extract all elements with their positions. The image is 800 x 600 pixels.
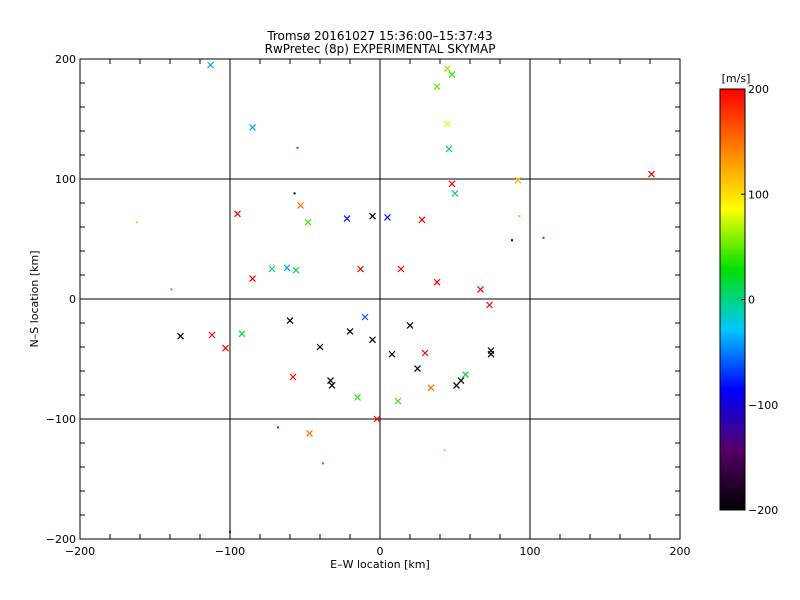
colorbar-tick-label: 200 <box>748 83 769 96</box>
data-point-cross <box>648 170 655 178</box>
data-point-cross <box>327 377 334 385</box>
x-tick-label: −100 <box>215 545 245 558</box>
data-point-cross <box>222 344 229 352</box>
y-axis-label: N–S location [km] <box>28 250 41 347</box>
data-point-cross <box>328 381 336 389</box>
data-point-cross <box>369 336 376 344</box>
data-point-cross <box>373 415 381 423</box>
grid-lines <box>80 59 680 539</box>
data-point-dot <box>322 462 324 465</box>
data-point-cross <box>444 120 451 128</box>
data-point-cross <box>453 381 460 389</box>
data-point-cross <box>343 215 351 223</box>
x-tick-label: 100 <box>520 545 541 558</box>
data-point-cross <box>433 278 441 286</box>
y-tick-label: 200 <box>55 53 76 66</box>
data-point-dot <box>293 192 296 195</box>
data-point-cross <box>354 393 361 401</box>
data-point-dot <box>542 236 545 239</box>
data-point-cross <box>369 212 376 220</box>
chart-subtitle: RwPretec (8p) EXPERIMENTAL SKYMAP <box>265 42 496 56</box>
y-axis-ticks: −200 −100 0 100 200 <box>46 53 680 546</box>
data-point-cross <box>177 332 184 340</box>
data-point-cross <box>297 201 304 209</box>
data-point-dot <box>170 288 173 291</box>
data-point-cross <box>283 264 291 272</box>
data-point-cross <box>346 327 354 335</box>
data-point-cross <box>249 123 256 131</box>
data-point-cross <box>397 265 405 273</box>
data-point-cross <box>357 265 364 273</box>
x-tick-label: 0 <box>377 545 384 558</box>
colorbar-tick-label: 100 <box>748 188 769 201</box>
y-tick-label: −200 <box>46 533 76 546</box>
data-point-cross <box>304 218 312 226</box>
data-point-cross <box>462 371 469 379</box>
colorbar-label: [m/s] <box>722 72 751 85</box>
data-point-cross <box>316 343 324 351</box>
data-point-cross <box>445 145 453 153</box>
data-point-cross <box>394 397 402 405</box>
data-point-cross <box>487 350 495 358</box>
chart-title: Tromsø 20161027 15:36:00–15:37:43 <box>266 29 492 43</box>
data-point-cross <box>444 65 451 73</box>
data-point-cross <box>486 301 493 309</box>
data-point-dot <box>277 426 279 429</box>
colorbar-tick-label: −100 <box>748 399 778 412</box>
data-point-cross <box>208 331 216 339</box>
data-point-cross <box>238 330 246 338</box>
data-point-cross <box>388 350 396 358</box>
data-point-cross <box>514 176 522 184</box>
x-axis-ticks: −200 −100 0 100 200 <box>65 59 691 558</box>
colorbar-tick-label: 0 <box>748 294 755 307</box>
data-point-cross <box>361 313 369 321</box>
data-point-cross <box>384 213 391 221</box>
data-point-cross <box>418 216 426 224</box>
data-point-cross <box>249 275 256 283</box>
data-point-cross <box>234 210 241 218</box>
data-point-cross <box>268 265 276 273</box>
colorbar-ticks: 200 100 0 −100 −200 <box>741 83 778 517</box>
data-point-dot <box>296 146 299 149</box>
data-point-dot <box>518 215 521 218</box>
data-points <box>136 61 655 533</box>
y-tick-label: −100 <box>46 413 76 426</box>
data-point-cross <box>306 429 313 437</box>
colorbar-tick-label: −200 <box>748 504 778 517</box>
x-tick-label: 200 <box>670 545 691 558</box>
data-point-cross <box>451 189 459 197</box>
data-point-dot <box>443 449 446 452</box>
data-point-cross <box>448 180 456 188</box>
data-point-cross <box>286 317 294 325</box>
data-point-cross <box>289 373 297 381</box>
data-point-cross <box>421 349 429 357</box>
data-point-dot <box>511 239 513 242</box>
y-tick-label: 100 <box>55 173 76 186</box>
data-point-cross <box>207 61 214 69</box>
data-point-cross <box>427 384 435 392</box>
data-point-cross <box>406 321 414 329</box>
data-point-cross <box>414 365 421 373</box>
data-point-cross <box>477 285 484 293</box>
data-point-cross <box>448 71 456 79</box>
colorbar <box>719 88 746 511</box>
x-axis-label: E–W location [km] <box>330 558 430 571</box>
data-point-cross <box>292 266 300 274</box>
data-point-dot <box>136 221 138 224</box>
data-point-cross <box>433 83 441 91</box>
x-tick-label: −200 <box>65 545 95 558</box>
y-tick-label: 0 <box>69 293 76 306</box>
